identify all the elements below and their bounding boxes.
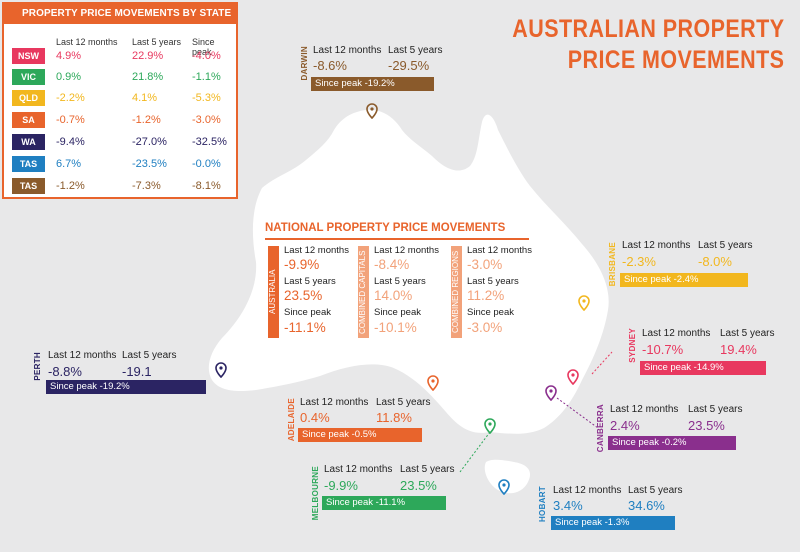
city-label-5y: Last 5 years [376,397,430,408]
city-label-5y: Last 5 years [628,485,682,496]
city-value-12m: -9.9% [324,478,358,493]
city-name: HOBART [538,486,547,522]
city-name: SYDNEY [628,328,637,363]
city-value-5y: -19.1 [122,364,152,379]
city-name: MELBOURNE [311,466,320,520]
city-label-12m: Last 12 months [622,240,690,251]
city-label-5y: Last 5 years [720,328,774,339]
city-label-5y: Last 5 years [388,45,442,56]
city-label-5y: Last 5 years [122,350,176,361]
city-label-5y: Last 5 years [400,464,454,475]
city-name: ADELAIDE [287,398,296,441]
city-since-peak: Since peak -0.5% [298,428,422,442]
city-value-12m: 3.4% [553,498,583,513]
city-since-peak: Since peak -2.4% [620,273,748,287]
city-label-12m: Last 12 months [553,485,621,496]
city-value-12m: 2.4% [610,418,640,433]
city-since-peak: Since peak -0.2% [608,436,736,450]
city-name: DARWIN [300,46,309,81]
city-value-5y: 19.4% [720,342,757,357]
city-label-12m: Last 12 months [324,464,392,475]
city-since-peak: Since peak -19.2% [46,380,206,394]
city-value-5y: 11.8% [376,410,412,425]
city-value-5y: 23.5% [400,478,437,493]
city-value-12m: -10.7% [642,342,683,357]
city-since-peak: Since peak -19.2% [311,77,434,91]
city-value-5y: 34.6% [628,498,665,513]
city-label-12m: Last 12 months [313,45,381,56]
city-label-5y: Last 5 years [688,404,742,415]
city-value-5y: -29.5% [388,58,429,73]
city-value-12m: -2.3% [622,254,656,269]
city-label-12m: Last 12 months [300,397,368,408]
city-label-5y: Last 5 years [698,240,752,251]
city-value-5y: 23.5% [688,418,725,433]
city-label-12m: Last 12 months [642,328,710,339]
city-since-peak: Since peak -11.1% [322,496,446,510]
city-label-12m: Last 12 months [610,404,678,415]
city-name: BRISBANE [608,242,617,286]
city-since-peak: Since peak -14.9% [640,361,766,375]
city-name: PERTH [33,352,42,381]
city-name: CANBERRA [596,404,605,452]
city-since-peak: Since peak -1.3% [551,516,675,530]
city-value-12m: 0.4% [300,410,330,425]
city-value-12m: -8.6% [313,58,347,73]
city-label-12m: Last 12 months [48,350,116,361]
city-value-5y: -8.0% [698,254,732,269]
city-value-12m: -8.8% [48,364,82,379]
